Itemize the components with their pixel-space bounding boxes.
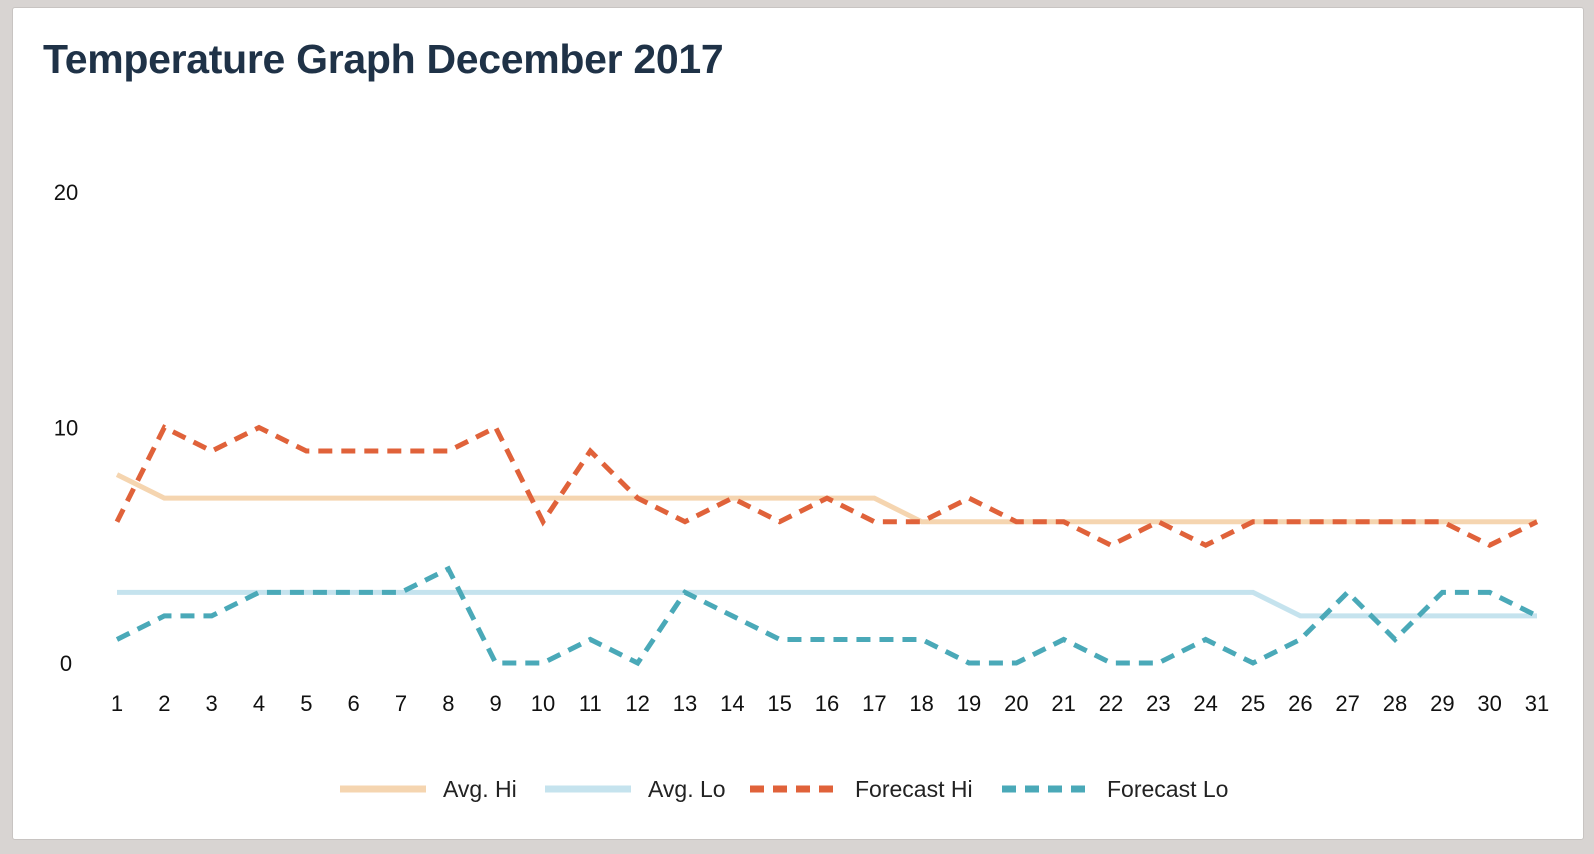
x-tick-label: 25 (1241, 691, 1265, 716)
legend-item-forecast-lo: Forecast Lo (1002, 776, 1228, 802)
x-tick-label: 21 (1051, 691, 1075, 716)
x-tick-label: 23 (1146, 691, 1170, 716)
chart-title: Temperature Graph December 2017 (43, 36, 724, 82)
x-tick-label: 30 (1477, 691, 1501, 716)
legend-label: Avg. Hi (443, 776, 517, 802)
x-tick-label: 18 (909, 691, 933, 716)
x-tick-label: 11 (579, 691, 602, 716)
x-tick-label: 15 (767, 691, 791, 716)
x-tick-label: 24 (1193, 691, 1217, 716)
x-tick-label: 26 (1288, 691, 1312, 716)
series-line-forecast-hi (114, 424, 1539, 549)
x-tick-label: 3 (206, 691, 218, 716)
x-tick-label: 31 (1525, 691, 1549, 716)
x-tick-label: 27 (1335, 691, 1359, 716)
legend-item-avg-hi: Avg. Hi (340, 776, 517, 802)
series-line-avg-lo (117, 589, 1537, 619)
legend-item-forecast-hi: Forecast Hi (750, 776, 973, 802)
y-tick-label: 0 (60, 651, 72, 676)
x-tick-label: 2 (158, 691, 170, 716)
x-tick-label: 12 (625, 691, 649, 716)
series-line-forecast-lo (115, 565, 1539, 667)
x-tick-label: 6 (348, 691, 360, 716)
x-tick-label: 16 (815, 691, 839, 716)
x-tick-label: 19 (957, 691, 981, 716)
y-tick-label: 10 (54, 416, 78, 441)
x-tick-label: 28 (1383, 691, 1407, 716)
legend-label: Forecast Hi (855, 776, 973, 802)
legend: Avg. Hi Avg. Lo Forecast Hi Forecast Lo (340, 776, 1228, 802)
x-tick-label: 8 (442, 691, 454, 716)
x-tick-label: 29 (1430, 691, 1454, 716)
y-tick-label: 20 (54, 180, 78, 205)
series-layer (114, 424, 1539, 667)
x-tick-label: 17 (862, 691, 886, 716)
legend-item-avg-lo: Avg. Lo (545, 776, 726, 802)
legend-label: Forecast Lo (1107, 776, 1228, 802)
x-tick-label: 22 (1099, 691, 1123, 716)
x-tick-label: 7 (395, 691, 407, 716)
x-tick-label: 14 (720, 691, 744, 716)
x-tick-label: 13 (673, 691, 697, 716)
x-tick-label: 20 (1004, 691, 1028, 716)
x-tick-label: 4 (253, 691, 265, 716)
legend-label: Avg. Lo (648, 776, 726, 802)
x-axis: 1 2 3 4 5 6 7 8 9 10 11 12 13 14 15 16 17 18 19 20 21 22 23 24 2… (111, 691, 1549, 716)
chart-card: Temperature Graph December 2017 (12, 7, 1584, 840)
x-tick-label: 9 (490, 691, 502, 716)
x-tick-label: 1 (111, 691, 123, 716)
x-tick-label: 10 (531, 691, 555, 716)
x-tick-label: 5 (300, 691, 312, 716)
y-axis: 0 10 20 (54, 180, 78, 676)
